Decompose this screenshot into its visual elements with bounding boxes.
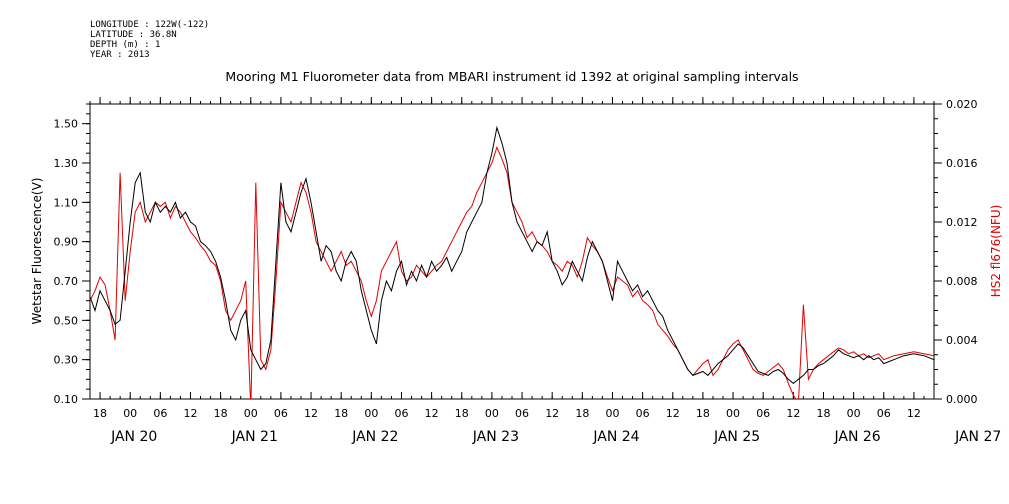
hour-tick-label: 12 (425, 407, 439, 420)
wetstar-series-line (90, 125, 934, 384)
right-tick-label: 0.004 (946, 334, 978, 347)
left-tick-label: 0.30 (54, 354, 79, 367)
right-axis-label: HS2 fl676(NFU) (989, 205, 1003, 298)
hour-tick-label: 00 (847, 407, 861, 420)
left-axis-label: Wetstar Fluorescence(V) (30, 178, 44, 325)
hour-tick-label: 06 (756, 407, 770, 420)
day-label: JAN 23 (472, 429, 519, 445)
hour-tick-label: 12 (545, 407, 559, 420)
day-label: JAN 26 (834, 429, 881, 445)
hour-tick-label: 00 (605, 407, 619, 420)
hour-tick-label: 00 (726, 407, 740, 420)
year-text: YEAR : 2013 (90, 50, 150, 60)
depth-text: DEPTH (m) : 1 (90, 40, 161, 50)
day-label: JAN 21 (231, 429, 278, 445)
hour-tick-label: 12 (304, 407, 318, 420)
right-tick-label: 0.012 (946, 216, 978, 229)
plot-frame (89, 103, 935, 400)
day-label: JAN 24 (592, 429, 639, 445)
x-axis: 18 00 06 12 18 00 06 12 18 00 06 12 18 00 06 12 18 00 06 12… (93, 97, 1001, 445)
hour-tick-label: 18 (334, 407, 348, 420)
hour-tick-label: 00 (123, 407, 137, 420)
hour-tick-label: 00 (244, 407, 258, 420)
left-tick-label: 0.70 (54, 275, 79, 288)
day-label: JAN 25 (713, 429, 760, 445)
right-tick-label: 0.008 (946, 275, 978, 288)
hour-tick-label: 18 (93, 407, 107, 420)
hour-tick-label: 00 (485, 407, 499, 420)
day-label: JAN 22 (351, 429, 398, 445)
chart-title: Mooring M1 Fluorometer data from MBARI i… (225, 69, 798, 84)
hour-tick-label: 18 (214, 407, 228, 420)
right-tick-label: 0.020 (946, 98, 978, 111)
left-tick-label: 1.50 (54, 118, 79, 131)
right-tick-label: 0.000 (946, 393, 978, 406)
longitude-text: LONGITUDE : 122W(-122) (90, 20, 210, 30)
left-tick-label: 1.10 (54, 196, 79, 209)
hour-tick-label: 18 (696, 407, 710, 420)
day-label: JAN 20 (110, 429, 157, 445)
hour-tick-label: 12 (907, 407, 921, 420)
hour-tick-label: 12 (666, 407, 680, 420)
right-axis: 0.000 0.004 0.008 0.012 0.016 0.020 (934, 98, 978, 406)
hour-tick-label: 18 (455, 407, 469, 420)
left-tick-label: 1.30 (54, 157, 79, 170)
hour-tick-label: 18 (575, 407, 589, 420)
hour-tick-label: 00 (364, 407, 378, 420)
left-tick-label: 0.90 (54, 236, 79, 249)
hour-tick-label: 06 (636, 407, 650, 420)
series-layer (90, 125, 934, 399)
hour-tick-label: 06 (877, 407, 891, 420)
hour-tick-label: 18 (816, 407, 830, 420)
latitude-text: LATITUDE : 36.8N (90, 30, 177, 40)
minor-ticks (89, 101, 935, 399)
hour-tick-label: 06 (515, 407, 529, 420)
hour-tick-label: 12 (183, 407, 197, 420)
hour-tick-label: 06 (153, 407, 167, 420)
left-tick-label: 0.50 (54, 314, 79, 327)
left-tick-label: 0.10 (54, 393, 79, 406)
hour-tick-label: 12 (786, 407, 800, 420)
metadata-block: LONGITUDE : 122W(-122) LATITUDE : 36.8N … (90, 20, 209, 60)
hs2-fl676-series-line (90, 145, 934, 399)
hour-tick-label: 06 (394, 407, 408, 420)
left-axis: 0.10 0.30 0.50 0.70 0.90 1.10 1.30 1.50 (54, 103, 90, 406)
hour-tick-label: 06 (274, 407, 288, 420)
day-label: JAN 27 (954, 429, 1001, 445)
right-tick-label: 0.016 (946, 157, 978, 170)
